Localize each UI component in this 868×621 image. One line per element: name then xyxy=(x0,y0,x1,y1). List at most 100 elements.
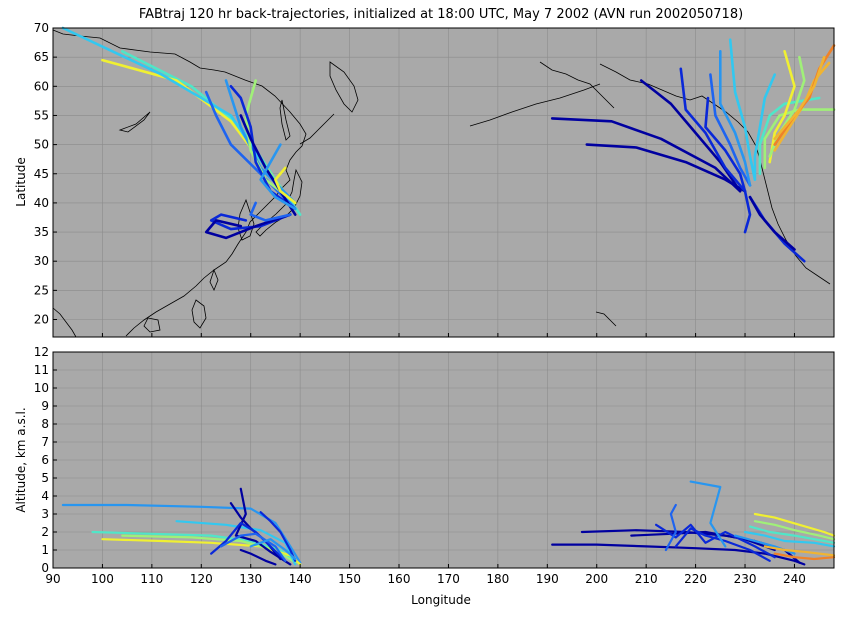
alt-trajectory-10 xyxy=(220,532,287,562)
x-tick-label: 220 xyxy=(684,572,707,586)
alt-trajectories xyxy=(61,480,836,566)
coastline-kurils xyxy=(299,113,335,145)
x-tick-label: 120 xyxy=(190,572,213,586)
alt-trajectory-13 xyxy=(551,543,806,566)
map-trajectory-29 xyxy=(773,55,826,141)
x-tick-label: 100 xyxy=(91,572,114,586)
x-tick-label: 170 xyxy=(437,572,460,586)
chart-title: FABtraj 120 hr back-trajectories, initia… xyxy=(139,7,743,22)
map-trajectory-22 xyxy=(753,73,777,181)
coastline-hainan xyxy=(143,317,161,333)
y-tick-label: 7 xyxy=(41,435,49,449)
x-tick-label: 150 xyxy=(338,572,361,586)
map-axes-background xyxy=(53,28,834,337)
alt-trajectory-9 xyxy=(259,511,297,562)
x-tick-label: 230 xyxy=(734,572,757,586)
coastline-hawaii xyxy=(595,311,617,327)
y-tick-label: 6 xyxy=(41,453,49,467)
x-tick-label: 140 xyxy=(289,572,312,586)
map-trajectory-10 xyxy=(204,213,292,240)
alt-trajectory-8 xyxy=(210,521,287,562)
alt-trajectory-6 xyxy=(234,487,292,566)
y-tick-label: 12 xyxy=(34,345,49,359)
map-trajectory-15 xyxy=(550,117,742,193)
map-trajectory-12 xyxy=(274,166,297,205)
y-tick-label: 50 xyxy=(34,138,49,152)
map-y-axis-label: Latitude xyxy=(14,157,28,206)
map-trajectory-8 xyxy=(239,114,297,216)
alt-x-axis-label: Longitude xyxy=(411,593,471,607)
y-tick-label: 40 xyxy=(34,196,49,210)
map-trajectory-19 xyxy=(709,73,752,187)
map-x-ticks xyxy=(52,333,795,337)
coastline-aleutians xyxy=(469,83,601,127)
alt-trajectory-24 xyxy=(753,512,836,537)
alt-trajectory-16 xyxy=(654,523,776,559)
alt-trajectory-12 xyxy=(249,538,297,561)
map-trajectories xyxy=(61,26,836,263)
y-tick-label: 30 xyxy=(34,254,49,268)
alt-trajectory-5 xyxy=(175,520,297,566)
map-trajectory-17 xyxy=(679,67,747,193)
map-trajectory-13 xyxy=(259,143,297,210)
coastline-bering xyxy=(539,61,615,109)
alt-trajectory-15 xyxy=(630,530,776,552)
map-trajectory-21 xyxy=(728,38,757,181)
coastline-west-asia xyxy=(52,307,77,338)
coastline-kamchatka xyxy=(329,61,359,113)
y-tick-label: 60 xyxy=(34,79,49,93)
coastline-novaya-zemlya xyxy=(118,111,151,133)
alt-x-ticks: 90 100 110 120 130 140 150 160 170 180 190 200 210 22… xyxy=(45,564,806,586)
alt-trajectory-19 xyxy=(689,480,727,548)
y-tick-label: 2 xyxy=(41,525,49,539)
y-tick-label: 11 xyxy=(34,363,49,377)
y-tick-label: 4 xyxy=(41,489,49,503)
map-trajectory-18 xyxy=(704,96,747,193)
map-axes-frame xyxy=(52,27,835,338)
alt-trajectory-18 xyxy=(664,503,677,552)
y-tick-label: 55 xyxy=(34,108,49,122)
y-tick-label: 10 xyxy=(34,381,49,395)
y-tick-label: 35 xyxy=(34,225,49,239)
alt-trajectory-21 xyxy=(743,530,836,548)
alt-trajectory-26 xyxy=(773,552,836,561)
x-tick-label: 130 xyxy=(239,572,262,586)
coastline-sakhalin xyxy=(279,99,291,141)
coastline-asia xyxy=(52,29,307,337)
alt-trajectory-23 xyxy=(753,520,836,541)
map-trajectory-6 xyxy=(244,79,297,205)
x-tick-label: 160 xyxy=(388,572,411,586)
map-grid xyxy=(52,27,834,337)
alt-trajectory-25 xyxy=(763,545,836,557)
x-tick-label: 240 xyxy=(783,572,806,586)
y-tick-label: 20 xyxy=(34,313,49,327)
y-tick-label: 45 xyxy=(34,167,49,181)
x-tick-label: 190 xyxy=(536,572,559,586)
coastline-philippines xyxy=(191,299,207,329)
alt-y-axis-label: Altitude, km a.s.l. xyxy=(14,407,28,512)
map-trajectory-31 xyxy=(748,195,796,251)
map-trajectory-25 xyxy=(768,49,796,164)
map-trajectory-11 xyxy=(249,201,292,222)
alt-trajectory-11 xyxy=(239,548,277,566)
x-tick-label: 90 xyxy=(45,572,60,586)
y-tick-label: 65 xyxy=(34,50,49,64)
map-trajectory-20 xyxy=(718,49,752,187)
map-trajectory-32 xyxy=(743,189,752,234)
y-tick-label: 25 xyxy=(34,283,49,297)
map-trajectory-24 xyxy=(763,108,836,170)
x-tick-label: 210 xyxy=(635,572,658,586)
x-tick-label: 110 xyxy=(140,572,163,586)
coastline-taiwan xyxy=(209,268,219,291)
y-tick-label: 9 xyxy=(41,399,49,413)
map-y-ticks: 20 25 30 35 40 45 50 55 60 65 70 xyxy=(34,21,57,327)
x-tick-label: 180 xyxy=(486,572,509,586)
alt-trajectory-1 xyxy=(61,503,302,564)
alt-trajectory-22 xyxy=(748,525,836,544)
y-tick-label: 8 xyxy=(41,417,49,431)
coastlines xyxy=(52,29,831,338)
y-tick-label: 1 xyxy=(41,543,49,557)
y-tick-label: 3 xyxy=(41,507,49,521)
